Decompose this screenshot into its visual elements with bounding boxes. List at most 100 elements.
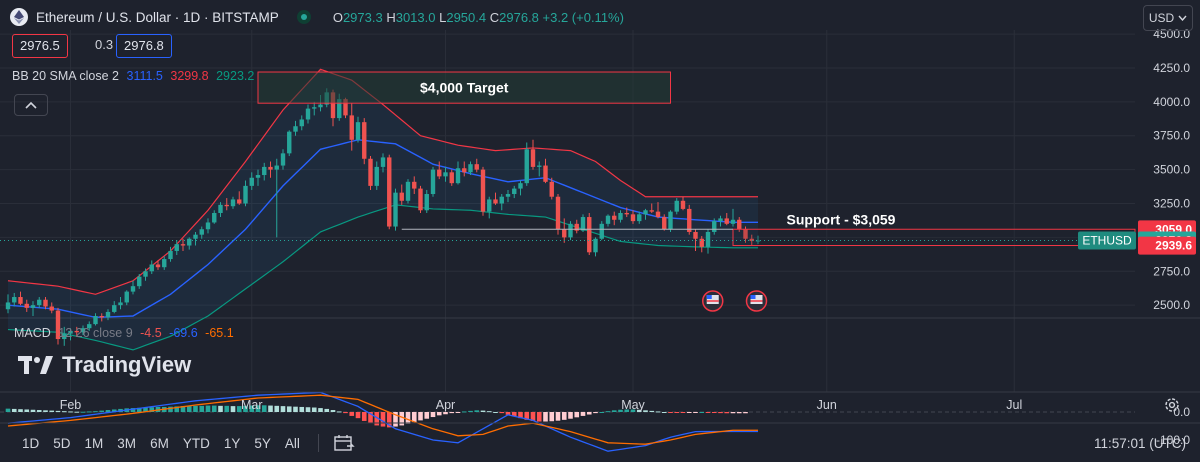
symbol-tag-badge (1078, 231, 1136, 250)
macd-histogram-bar (505, 412, 511, 415)
currency-button[interactable]: USD (1143, 5, 1193, 31)
candle-body (574, 223, 579, 231)
timeframe-all[interactable]: All (284, 435, 300, 451)
macd-params: 12 26 close 9 (58, 326, 133, 340)
market-status-icon[interactable] (296, 10, 311, 24)
candle-body (618, 212, 623, 220)
timeframe-5y[interactable]: 5Y (254, 435, 271, 451)
macd-histogram-bar (661, 412, 667, 413)
candle-body (362, 122, 367, 159)
bb-lower-value: 2923.2 (216, 69, 255, 83)
macd-histogram-bar (86, 411, 92, 413)
macd-histogram-bar (193, 405, 198, 412)
candle-body (493, 199, 498, 204)
candle-body (80, 328, 86, 333)
buy-price-button[interactable]: 2976.8 (116, 34, 172, 58)
candle-body (105, 311, 111, 318)
candle-body (368, 158, 373, 186)
macd-histogram-bar (274, 405, 280, 412)
macd-histogram-bar (524, 412, 530, 420)
macd-histogram-bar (386, 412, 392, 428)
bottom-toolbar: 1D 5D 1M 3M 6M YTD 1Y 5Y All 11:57:01 (U… (0, 424, 1200, 462)
timeframe-3m[interactable]: 3M (117, 435, 137, 451)
date-range-icon[interactable] (333, 434, 355, 452)
macd-histogram-bar (461, 411, 467, 413)
candle-body (155, 264, 161, 268)
macd-legend[interactable]: MACD 12 26 close 9 -4.5 -69.6 -65.1 (14, 326, 234, 340)
candle-body (62, 333, 67, 340)
candle-body (712, 221, 717, 232)
candle-body (312, 107, 317, 109)
macd-histogram-bar (449, 412, 455, 414)
macd-histogram-bar (111, 409, 117, 412)
target-box-label: $4,000 Target (420, 80, 509, 96)
macd-histogram-bar (405, 412, 411, 424)
candle-body (5, 302, 11, 310)
macd-histogram-bar (724, 412, 730, 414)
macd-histogram-bar (443, 412, 448, 415)
timeframe-6m[interactable]: 6M (150, 435, 169, 451)
candle-body (549, 181, 554, 197)
open-value: 2973.3 (342, 9, 383, 25)
candle-body (755, 240, 761, 242)
candle-body (37, 299, 42, 306)
low-value: 2950.4 (446, 9, 487, 25)
bollinger-legend[interactable]: BB 20 SMA close 2 3111.5 3299.8 2923.2 (12, 69, 254, 83)
candle-body (205, 222, 211, 230)
macd-histogram-bar (280, 406, 286, 412)
macd-histogram-bar (186, 406, 192, 412)
timeframe-1m[interactable]: 1M (84, 435, 104, 451)
macd-histogram-bar (530, 412, 536, 421)
candle-body (387, 157, 392, 227)
candle-body (537, 165, 542, 167)
candle-body (562, 229, 567, 238)
candle-body (705, 231, 711, 247)
macd-histogram-bar (636, 409, 642, 412)
candle-body (668, 211, 673, 230)
candle-body (137, 276, 142, 287)
macd-histogram-bar (561, 412, 567, 420)
macd-y-axis-tick-label: -100.0 (1156, 433, 1190, 447)
macd-histogram-bar (286, 406, 292, 412)
candle-body (180, 244, 186, 246)
candle-body (199, 229, 204, 235)
y-axis-tick-label: 4000.0 (1153, 95, 1190, 109)
candle-body (412, 181, 417, 189)
settings-gear-icon[interactable] (1163, 396, 1181, 414)
sell-price-button[interactable]: 2976.5 (12, 34, 68, 58)
candle-body (430, 169, 436, 195)
timeframe-1y[interactable]: 1Y (223, 435, 241, 451)
candle-body (399, 192, 404, 201)
bb-upper-value: 3299.8 (170, 69, 209, 83)
macd-histogram-bar (149, 407, 155, 412)
symbol-title[interactable]: Ethereum / U.S. Dollar · 1D · BITSTAMP (36, 9, 279, 25)
timeframe-1d[interactable]: 1D (22, 435, 40, 451)
candle-body (449, 172, 454, 184)
macd-histogram-bar (499, 412, 505, 414)
x-axis-tick-label: Mar (241, 398, 263, 412)
macd-histogram-bar (674, 412, 680, 413)
candle-body (380, 157, 386, 167)
candle-body (655, 211, 661, 218)
macd-histogram-bar (611, 410, 617, 412)
candle-body (487, 199, 492, 212)
macd-histogram-bar (143, 407, 148, 412)
timeframe-5d[interactable]: 5D (53, 435, 71, 451)
macd-histogram-bar (555, 412, 561, 421)
macd-histogram-bar (630, 409, 636, 412)
candle-body (543, 165, 548, 182)
timeframe-ytd[interactable]: YTD (182, 435, 210, 451)
candle-body (424, 194, 429, 211)
utc-clock[interactable]: 11:57:01 (UTC) (1093, 435, 1186, 451)
macd-histogram-bar (230, 406, 236, 412)
candle-body (724, 218, 729, 224)
candle-body (305, 108, 311, 120)
candle-body (524, 149, 529, 184)
brand-name: TradingView (62, 352, 192, 377)
flag-icon-canton (750, 295, 756, 299)
macd-histogram-bar (349, 412, 355, 416)
collapse-legend-button[interactable] (14, 94, 48, 116)
macd-histogram-bar (130, 408, 136, 412)
macd-histogram-bar (368, 412, 373, 424)
